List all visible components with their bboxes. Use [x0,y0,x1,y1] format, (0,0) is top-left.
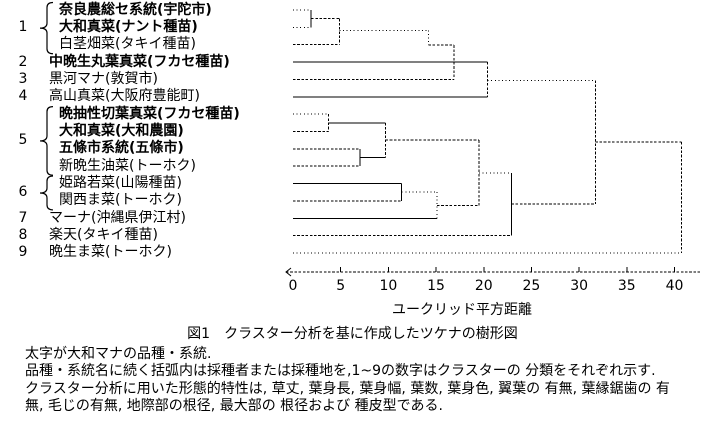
cluster-brace [39,106,54,176]
cluster-number-9: 9 [18,244,28,261]
leaf-label-9: 五條市系統(五條市) [59,140,184,157]
note-line-3: クラスター分析に用いた形態的特性は, 草丈, 葉身長, 葉身幅, 葉数, 葉身色… [25,380,670,397]
leaf-label-11: 姫路若菜(山陽種苗) [59,175,182,192]
cluster-number-5: 5 [18,131,28,148]
axis-tick-label-20: 20 [474,278,493,294]
figure-caption: 図1 クラスター分析を基に作成したツケナの樹形図 [187,326,518,342]
axis-tick-label-40: 40 [665,278,684,294]
cluster-number-8: 8 [18,227,28,244]
axis-tick-label-25: 25 [522,278,541,294]
axis-tick-label-30: 30 [570,278,589,294]
leaf-label-8: 大和真菜(大和農園) [59,122,184,139]
leaf-label-13: マーナ(沖縄県伊江村) [49,209,186,226]
axis-tick-label-35: 35 [617,278,636,294]
axis-tick-label-10: 10 [379,278,398,294]
axis-left-arrow-icon [285,267,292,277]
cluster-brace [39,175,54,211]
cluster-number-2: 2 [18,53,28,70]
cluster-number-3: 3 [18,70,28,87]
dendrogram-plot [39,1,701,277]
leaf-label-1: 奈良農総セ系統(宇陀市) [59,1,212,18]
cluster-number-6: 6 [18,183,28,200]
note-line-2: 品種・系統名に続く括弧内は採種者または採種地を,1~9の数字はクラスターの 分類… [25,363,656,380]
leaf-label-4: 中晩生丸葉真菜(フカセ種苗) [49,53,230,70]
cluster-number-1: 1 [18,18,28,35]
figure-notes: 太字が大和マナの品種・系統. 品種・系統名に続く括弧内は採種者または採種地を,1… [25,346,703,416]
cluster-number-7: 7 [18,209,28,226]
axis-title: ユークリッド平方距離 [392,302,532,318]
cluster-brace [39,1,54,55]
leaf-label-5: 黒河マナ(敦賀市) [49,70,158,87]
cluster-number-4: 4 [18,88,28,105]
leaf-label-14: 楽天(タキイ種苗) [49,227,158,244]
leaf-label-3: 白茎畑菜(タキイ種苗) [59,36,196,53]
leaf-label-12: 関西ま菜(トーホク) [59,192,182,209]
axis-tick-label-5: 5 [336,278,346,294]
leaf-label-7: 晩抽性切葉真菜(フカセ種苗) [59,105,240,122]
leaf-label-2: 大和真菜(ナント種苗) [59,18,198,35]
axis-tick-label-15: 15 [427,278,445,294]
leaf-label-6: 高山真菜(大阪府豊能町) [49,88,200,105]
note-line-1: 太字が大和マナの品種・系統. [25,346,212,362]
note-line-4: 無, 毛じの有無, 地際部の根径, 最大部の 根径および 種皮型である. [25,398,443,415]
axis-tick-label-0: 0 [288,278,298,294]
leaf-label-15: 晩生ま菜(トーホク) [49,244,172,261]
leaf-label-10: 新晩生油菜(トーホク) [59,157,196,174]
